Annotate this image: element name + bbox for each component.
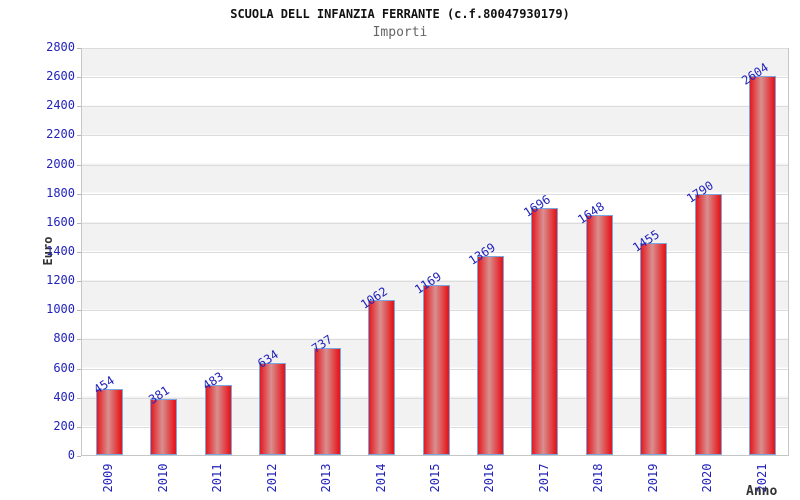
- y-tick-label: 600: [53, 360, 75, 375]
- y-tick-label: 2800: [46, 40, 75, 54]
- x-axis-title: Anno: [746, 484, 778, 499]
- y-tick-mark: [77, 222, 81, 224]
- gridline: [82, 164, 788, 166]
- bar-2015: [422, 284, 450, 455]
- gridline: [82, 77, 788, 79]
- y-tick-label: 1600: [46, 214, 75, 229]
- y-tick-mark: [77, 106, 81, 108]
- y-tick-mark: [77, 310, 81, 312]
- chart-title: SCUOLA DELL INFANZIA FERRANTE (c.f.80047…: [230, 7, 570, 21]
- y-tick-label: 1800: [46, 185, 75, 200]
- y-tick-label: 2600: [46, 69, 75, 84]
- x-tick-label-2011: 2011: [210, 463, 225, 493]
- y-tick-label: 1000: [46, 302, 75, 317]
- y-tick-mark: [77, 368, 81, 370]
- bar-2020: [694, 194, 722, 455]
- bar-2010: [150, 399, 178, 455]
- y-tick-mark: [77, 456, 81, 457]
- y-tick-label: 2400: [46, 98, 75, 113]
- bar-2009: [95, 388, 123, 455]
- x-tick-label-2010: 2010: [155, 463, 170, 493]
- x-tick-label-2012: 2012: [264, 463, 279, 493]
- x-tick-label-2019: 2019: [645, 463, 660, 493]
- y-tick-mark: [77, 281, 81, 283]
- x-tick-label-2017: 2017: [536, 463, 551, 493]
- y-tick-label: 0: [67, 448, 75, 462]
- gridline: [82, 252, 788, 253]
- x-tick-label-2020: 2020: [700, 463, 715, 493]
- y-tick-mark: [77, 48, 81, 49]
- x-tick-label-2014: 2014: [373, 463, 388, 493]
- bar-2021: [749, 75, 777, 455]
- x-tick-label-2016: 2016: [482, 463, 497, 493]
- y-tick-mark: [77, 252, 81, 253]
- bar-2011: [204, 384, 232, 455]
- bar-2017: [531, 207, 559, 455]
- y-tick-label: 800: [53, 331, 75, 346]
- chart-subtitle: Importi: [372, 25, 428, 40]
- y-tick-label: 1200: [46, 273, 75, 288]
- y-tick-mark: [77, 397, 81, 399]
- y-tick-mark: [77, 77, 81, 79]
- bar-2019: [640, 243, 668, 455]
- x-tick-label-2013: 2013: [319, 463, 334, 493]
- bar-2012: [259, 362, 287, 455]
- x-tick-label-2018: 2018: [591, 463, 606, 493]
- x-tick-label-2009: 2009: [101, 463, 116, 493]
- y-tick-label: 1400: [46, 244, 75, 258]
- y-tick-mark: [77, 426, 81, 428]
- y-tick-label: 2200: [46, 127, 75, 142]
- y-tick-mark: [77, 193, 81, 195]
- y-tick-mark: [77, 135, 81, 137]
- gridline: [82, 106, 788, 108]
- bar-2018: [585, 214, 613, 455]
- gridline: [82, 193, 788, 195]
- bar-2016: [476, 255, 504, 455]
- y-tick-label: 200: [53, 418, 75, 433]
- y-tick-mark: [77, 339, 81, 341]
- gridline: [82, 281, 788, 283]
- y-tick-mark: [77, 164, 81, 166]
- gridline: [82, 222, 788, 224]
- bar-2014: [368, 300, 396, 455]
- y-tick-label: 400: [53, 389, 75, 404]
- y-tick-label: 2000: [46, 156, 75, 171]
- gridline: [82, 48, 788, 49]
- bar-2013: [313, 347, 341, 455]
- gridline: [82, 135, 788, 137]
- x-tick-label-2015: 2015: [428, 463, 442, 493]
- plot-area: 454 381 483 634 737 1062 1169 1369 1696 1648 1455 1…: [81, 48, 789, 456]
